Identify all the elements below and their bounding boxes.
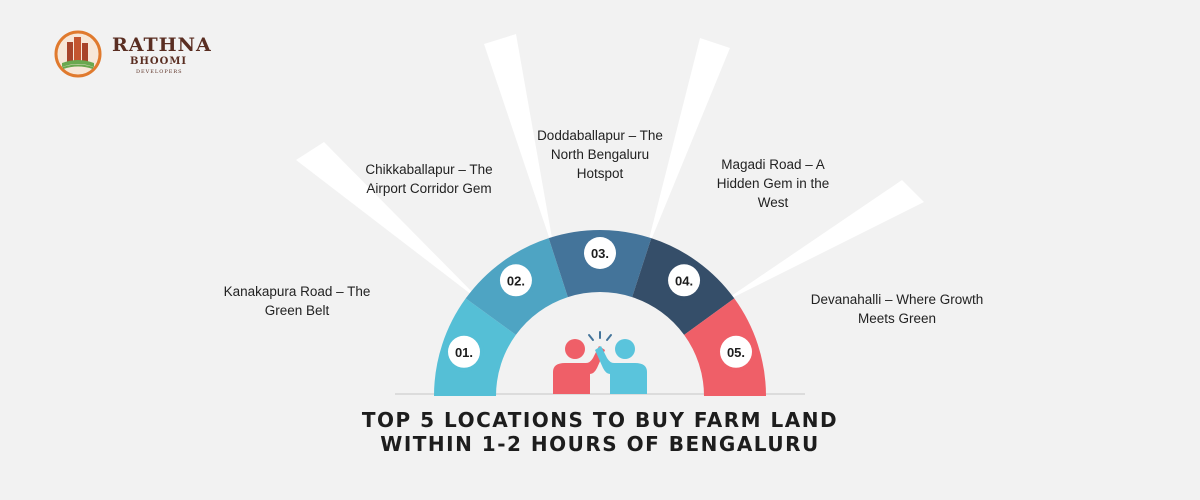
badge-circle-4 — [668, 264, 701, 297]
label-05: Devanahalli – Where Growth Meets Green — [810, 292, 984, 326]
badge-4: 04. — [664, 260, 705, 301]
person-right-head — [615, 339, 635, 359]
spark-3 — [606, 334, 612, 341]
label-03: Doddaballapur – The North Bengaluru Hots… — [537, 128, 663, 181]
badge-circle-3 — [584, 237, 616, 269]
badge-number-4: 04. — [675, 273, 693, 288]
beam-02 — [484, 34, 555, 255]
label-01: Kanakapura Road – The Green Belt — [223, 284, 371, 318]
beam-04 — [718, 180, 924, 305]
person-right-body — [595, 346, 647, 394]
label-02: Chikkaballapur – The Airport Corridor Ge… — [365, 162, 493, 196]
spark-2 — [588, 334, 594, 341]
brand-tagline: DEVELOPERS — [136, 69, 183, 75]
light-beams — [296, 34, 924, 305]
badge-number-1: 01. — [455, 345, 473, 360]
person-left-body — [553, 346, 605, 394]
badge-1: 01. — [443, 331, 484, 372]
brand-name: RATHNA — [112, 34, 212, 56]
brand-sub: BHOOMI — [130, 56, 188, 67]
badge-5: 05. — [716, 331, 757, 372]
badge-number-2: 02. — [507, 273, 525, 288]
number-badges: 01. 02. 03. 04. 05. — [443, 233, 757, 372]
high-five-icon — [553, 331, 647, 394]
person-left-head — [565, 339, 585, 359]
badge-circle-5 — [720, 335, 753, 368]
badge-2: 02. — [495, 260, 536, 301]
badge-number-3: 03. — [591, 246, 609, 261]
badge-number-5: 05. — [727, 345, 745, 360]
beam-01 — [296, 142, 485, 305]
logo-emblem — [54, 30, 102, 78]
label-04: Magadi Road – A Hidden Gem in the West — [716, 157, 830, 210]
logo — [54, 30, 214, 78]
badge-circle-1 — [447, 335, 480, 368]
beam-03 — [645, 38, 730, 255]
badge-3: 03. — [580, 233, 620, 273]
badge-circle-2 — [499, 264, 532, 297]
page-title: TOP 5 LOCATIONS TO BUY FARM LAND WITHIN … — [361, 408, 839, 456]
